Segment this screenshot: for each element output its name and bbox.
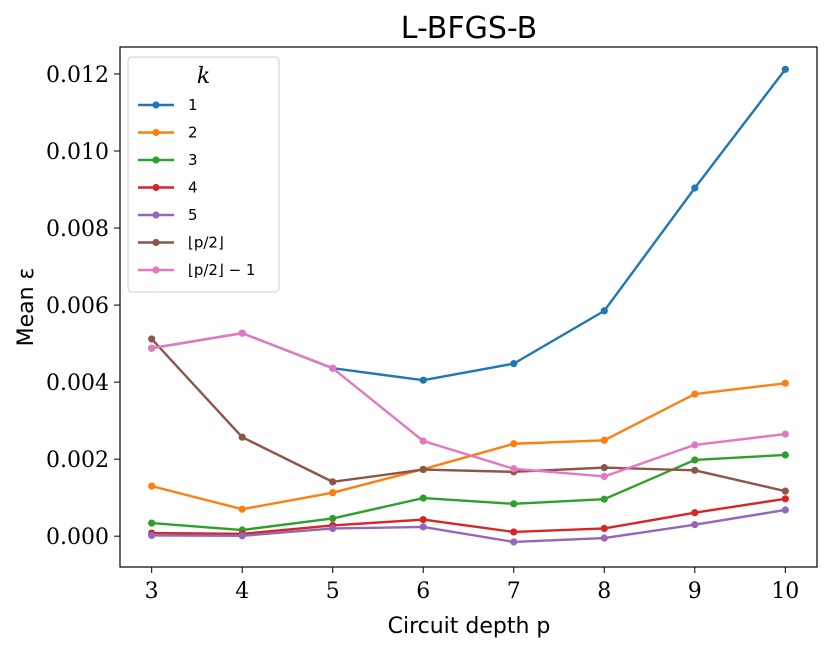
data-point	[238, 329, 246, 337]
data-point	[329, 489, 337, 497]
x-tick-label: 6	[416, 579, 430, 604]
data-point	[238, 433, 246, 441]
y-tick-label: 0.008	[46, 217, 109, 242]
data-point	[329, 524, 337, 533]
data-point	[510, 538, 518, 546]
data-point	[419, 523, 427, 531]
data-point	[691, 184, 699, 192]
y-tick-label: 0.010	[46, 140, 109, 165]
x-tick-label: 5	[326, 579, 340, 604]
x-tick-label: 8	[597, 579, 611, 604]
legend-title: k	[197, 64, 210, 89]
y-axis: 0.000 0.002 0.004 0.006 0.008 0.010 0.012	[46, 63, 120, 550]
legend-swatch-marker	[152, 128, 160, 137]
legend-entry-label: 2	[188, 124, 198, 142]
y-axis-label: Mean ε	[14, 268, 39, 347]
data-point	[238, 505, 246, 513]
legend-box	[127, 56, 280, 293]
series-line-4	[151, 497, 786, 536]
data-point	[781, 506, 789, 514]
data-point	[781, 451, 789, 459]
x-tick-label: 4	[235, 579, 249, 604]
data-point	[419, 494, 427, 502]
legend-entry-label: 4	[188, 179, 198, 197]
data-point	[148, 519, 156, 527]
y-tick-label: 0.004	[46, 371, 109, 396]
x-axis: 3 4 5 6 7 8 9 10	[145, 567, 799, 604]
legend-entry-label: 5	[188, 206, 198, 224]
data-point	[329, 478, 337, 486]
data-point	[691, 509, 699, 517]
legend-swatch-marker	[152, 156, 160, 164]
data-point	[781, 379, 789, 387]
data-point	[691, 466, 699, 474]
x-tick-label: 7	[507, 579, 521, 604]
data-point	[329, 364, 337, 372]
data-point	[691, 456, 699, 464]
data-point	[691, 441, 699, 449]
legend-entry-label: 3	[188, 151, 198, 169]
plot-area	[148, 65, 789, 546]
legend-swatch-marker	[152, 266, 160, 274]
data-point	[329, 514, 337, 523]
legend-swatch-marker	[152, 183, 160, 192]
x-axis-label: Circuit depth p	[388, 614, 551, 639]
data-point	[148, 335, 156, 343]
data-point	[600, 307, 608, 315]
y-tick-label: 0.000	[46, 525, 109, 550]
plot-frame	[119, 46, 818, 568]
data-point	[600, 495, 608, 503]
series-line-3	[151, 453, 786, 532]
legend-entry-label: ⌊p/2⌋	[188, 234, 224, 252]
data-point	[600, 464, 608, 472]
series-line-6	[150, 338, 786, 493]
data-point	[238, 532, 246, 540]
x-tick-label: 9	[688, 579, 702, 604]
data-point	[691, 521, 699, 529]
series-line-2	[151, 382, 786, 511]
y-tick-label: 0.006	[46, 294, 109, 319]
series-line-7	[151, 331, 786, 478]
chart-title: L-BFGS-B	[401, 11, 537, 46]
data-point	[148, 531, 156, 540]
data-point	[148, 482, 156, 490]
data-point	[781, 430, 789, 438]
data-point	[510, 440, 518, 448]
data-point	[600, 472, 608, 481]
data-point	[510, 500, 518, 508]
data-point	[419, 437, 427, 445]
data-point	[600, 534, 608, 542]
y-tick-label: 0.002	[46, 448, 109, 473]
data-point	[781, 487, 789, 495]
data-point	[419, 465, 427, 474]
data-point	[148, 344, 156, 352]
data-point	[691, 390, 699, 398]
legend-swatch-marker	[152, 101, 160, 109]
data-point	[781, 495, 789, 503]
legend: k 1 2 3 4 5 ⌊p/2⌋ ⌊p/2⌋ − 1	[127, 56, 280, 293]
data-point	[510, 528, 518, 536]
data-point	[781, 65, 789, 73]
legend-entry-label: ⌊p/2⌋ − 1	[188, 261, 255, 279]
data-point	[419, 516, 427, 524]
data-point	[600, 524, 608, 533]
series-line-5	[151, 508, 786, 544]
legend-swatch-marker	[152, 238, 160, 247]
x-tick-label: 3	[145, 579, 159, 604]
y-tick-label: 0.012	[46, 63, 109, 88]
x-tick-label: 10	[771, 579, 799, 604]
data-point	[419, 376, 427, 384]
data-point	[600, 436, 608, 444]
legend-swatch-marker	[152, 211, 160, 219]
legend-entry-label: 1	[188, 96, 198, 114]
data-point	[510, 465, 518, 473]
data-point	[510, 360, 518, 368]
